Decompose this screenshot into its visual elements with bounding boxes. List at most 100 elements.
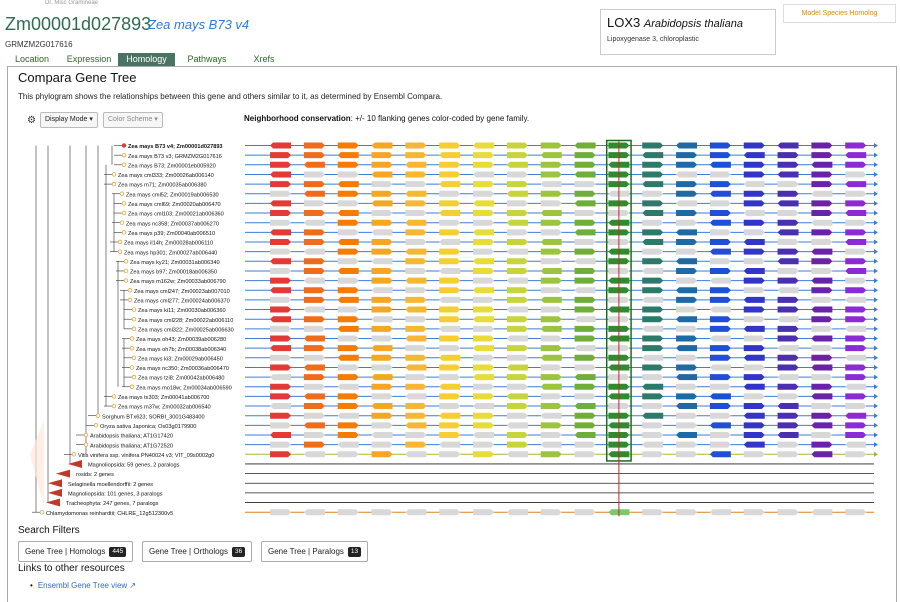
track-arrow-icon	[874, 229, 878, 235]
neighbor-gene-arrow	[371, 171, 393, 178]
neighbor-gene-arrow	[506, 219, 528, 226]
ensembl-gene-tree-link[interactable]: • Ensembl Gene Tree view ↗	[30, 581, 136, 590]
track-arrow-icon	[874, 278, 878, 284]
neighbor-gene-arrow	[405, 239, 427, 245]
color-scheme-dropdown[interactable]: Color Scheme ▾	[103, 112, 163, 128]
neighbor-gene-arrow	[743, 267, 765, 274]
neighbor-gene-arrow	[743, 325, 765, 332]
neighbor-gene-arrow	[845, 277, 867, 284]
track-arrow-icon	[874, 210, 878, 216]
display-mode-dropdown[interactable]: Display Mode ▾	[40, 112, 98, 128]
neighbor-gene-arrow	[337, 142, 359, 149]
neighbor-gene-arrow	[777, 422, 799, 429]
neighbor-gene-arrow	[337, 383, 359, 390]
neighbor-gene-arrow	[506, 142, 528, 149]
gene-node-icon	[117, 239, 123, 245]
neighbor-gene-arrow	[337, 374, 359, 381]
neighbor-gene-arrow	[811, 432, 833, 438]
track-arrow-icon	[874, 200, 878, 206]
neighbor-gene-arrow	[405, 335, 427, 342]
neighbor-gene-arrow	[574, 403, 596, 410]
filter-paralogs-button[interactable]: Gene Tree | Paralogs 13	[261, 541, 369, 562]
neighbor-gene-arrow	[473, 383, 495, 390]
collapsed-clade-icon	[48, 479, 62, 488]
neighbor-gene-arrow	[337, 403, 359, 410]
neighbor-gene-arrow	[439, 142, 461, 149]
neighbor-gene-arrow	[574, 142, 596, 149]
neighbor-gene-arrow	[574, 306, 596, 313]
neighbor-gene-arrow	[473, 171, 495, 178]
neighbor-gene-arrow	[270, 335, 292, 342]
tree-leaf-label: Zea mays oh43; Zm00039ab006280	[136, 337, 226, 343]
neighbor-gene-arrow	[642, 393, 664, 400]
tree-leaf-label: Zea mays m162w; Zm00033ab006790	[130, 279, 226, 285]
filter-homologs-button[interactable]: Gene Tree | Homologs 445	[18, 541, 134, 562]
neighbor-gene-arrow	[371, 277, 393, 284]
track-arrow-icon	[874, 442, 878, 448]
neighbor-gene-arrow	[303, 374, 325, 381]
neighbor-gene-arrow	[709, 248, 731, 255]
neighbor-gene-arrow	[371, 248, 393, 255]
orthologs-count-badge: 36	[232, 546, 246, 557]
collapsed-clade-icon	[68, 459, 82, 468]
neighbor-gene-arrow	[405, 267, 427, 274]
collapsed-clade-icon	[56, 469, 70, 478]
neighbor-gene-arrow	[439, 287, 461, 294]
neighbor-gene-arrow	[371, 403, 393, 410]
neighbor-gene-arrow	[811, 451, 833, 458]
neighbor-gene-arrow	[270, 239, 292, 245]
neighbor-gene-arrow	[371, 335, 393, 342]
homolog-name: LOX3 Arabidopsis thaliana	[607, 15, 743, 30]
neighbor-gene-arrow	[371, 267, 393, 274]
tab-xrefs[interactable]: Xrefs	[253, 54, 275, 64]
tab-expression[interactable]: Expression	[66, 54, 112, 64]
neighbor-gene-arrow	[743, 412, 765, 419]
neighbor-gene-arrow	[676, 374, 698, 381]
neighbor-gene-arrow	[709, 316, 731, 323]
neighbor-gene-arrow	[405, 229, 427, 236]
neighbor-gene-arrow	[540, 229, 562, 236]
neighbor-gene-arrow	[506, 296, 528, 303]
neighbor-gene-arrow	[506, 210, 528, 217]
neighbor-gene-arrow	[574, 364, 596, 371]
gear-icon[interactable]: ⚙	[27, 115, 36, 126]
filter-paralogs-label: Gene Tree | Paralogs	[268, 547, 344, 556]
neighbor-gene-arrow	[303, 296, 325, 303]
tree-leaf-label: Zea mays cml228; Zm00022ab006110	[138, 318, 233, 324]
neighbor-gene-arrow	[709, 451, 731, 458]
neighbor-gene-arrow	[506, 200, 528, 207]
neighbor-gene-arrow	[405, 345, 427, 352]
neighbor-gene-arrow	[506, 509, 528, 516]
neighbor-gene-arrow	[574, 422, 596, 429]
neighbor-gene-arrow	[337, 200, 359, 207]
gene-node-icon	[119, 191, 125, 196]
neighbor-gene-arrow	[473, 277, 495, 284]
tab-homology[interactable]: Homology	[118, 53, 175, 66]
tree-leaf-label: rosids: 2 genes	[76, 472, 114, 478]
collapsed-clade-icon	[46, 498, 60, 507]
tab-location[interactable]: Location	[14, 54, 50, 64]
neighbor-gene-arrow	[676, 248, 698, 255]
neighbor-gene-arrow	[845, 258, 867, 265]
neighbor-gene-arrow	[439, 403, 461, 410]
gene-node-icon	[129, 345, 135, 351]
neighbor-gene-arrow	[540, 441, 562, 448]
neighbor-gene-arrow	[709, 200, 731, 207]
neighbor-gene-arrow	[473, 239, 495, 245]
model-species-homolog-button[interactable]: Model Species Homolog	[783, 4, 896, 23]
neighbor-gene-arrow	[642, 277, 664, 284]
neighbor-gene-arrow	[303, 219, 325, 226]
tree-leaf-label: Zea mays nc350; Zm00036ab006470	[136, 366, 229, 372]
filter-orthologs-button[interactable]: Gene Tree | Orthologs 36	[142, 541, 253, 562]
tree-leaf-label: Selaginella moellendorffii: 2 genes	[68, 482, 153, 488]
neighbor-gene-arrow	[506, 190, 528, 197]
neighbor-gene-arrow	[303, 229, 325, 236]
gene-node-icon	[121, 210, 127, 216]
track-arrow-icon	[874, 191, 878, 197]
neighbor-gene-arrow	[743, 142, 765, 149]
neighbor-gene-arrow	[845, 412, 867, 419]
gene-node-icon	[121, 152, 127, 158]
tab-pathways[interactable]: Pathways	[187, 54, 227, 64]
neighbor-gene-arrow	[439, 451, 461, 458]
neighbor-gene-arrow	[574, 354, 596, 361]
